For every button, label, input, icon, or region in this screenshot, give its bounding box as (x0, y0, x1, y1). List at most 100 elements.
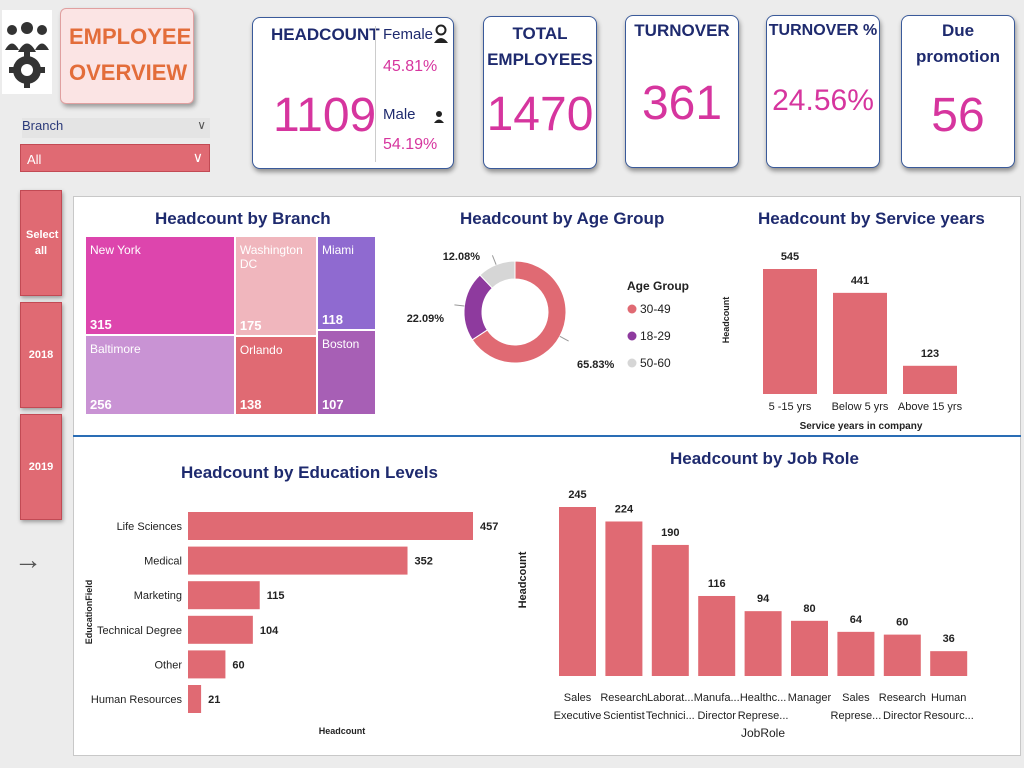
donut-leader-line (491, 255, 497, 265)
legend-label: 30-49 (640, 302, 671, 316)
bar-value-label: 545 (781, 251, 799, 263)
bar (188, 615, 253, 644)
turnover-pct-card: TURNOVER % 24.56% (766, 15, 880, 168)
x-tick-label: Below 5 yrs (832, 401, 889, 413)
bar (188, 685, 202, 713)
treemap-cell-value: 175 (239, 318, 262, 334)
y-axis-label: Headcount (517, 551, 529, 608)
bar (188, 581, 260, 610)
female-icon (433, 24, 449, 49)
year-2018-button[interactable]: 2018 (20, 302, 62, 408)
branch-select[interactable]: All ∨ (20, 144, 210, 172)
x-tick-label: Technici... (646, 710, 695, 722)
title-line-2: OVERVIEW (69, 60, 188, 85)
treemap-cell-label: Miami (321, 243, 354, 257)
x-axis-label: Headcount (319, 726, 366, 736)
x-tick-label: Executive (554, 710, 602, 722)
chevron-down-icon[interactable]: ∨ (197, 118, 206, 132)
divider (375, 26, 376, 162)
x-tick-label: Above 15 yrs (898, 401, 963, 413)
bar-value-label: 352 (415, 556, 433, 568)
treemap-cell-value: 118 (321, 311, 343, 327)
donut-data-label: 12.08% (443, 251, 481, 263)
y-tick-label: Medical (144, 556, 182, 568)
branch-chart-title: Headcount by Branch (155, 209, 331, 228)
treemap-cell[interactable]: New York 315 (85, 236, 235, 335)
select-all-button[interactable]: Select all (20, 190, 62, 296)
turnover-card: TURNOVER 361 (625, 15, 739, 168)
bar-value-label: 457 (480, 521, 498, 533)
treemap-cell-label: New York (90, 243, 141, 257)
bar (188, 546, 408, 575)
y-tick-label: Technical Degree (97, 625, 182, 637)
page-title: EMPLOYEE OVERVIEW (60, 8, 194, 104)
education-chart-title: Headcount by Education Levels (181, 463, 438, 482)
branch-filter-header[interactable]: Branch ∨ (22, 118, 210, 138)
treemap-cell[interactable]: Boston 107 (316, 329, 376, 415)
turnover-value: 361 (641, 77, 723, 130)
bar (903, 365, 957, 394)
bar (763, 269, 817, 394)
treemap-cell[interactable]: Miami 118 (316, 236, 376, 330)
service-chart-title: Headcount by Service years (758, 209, 985, 228)
legend-title: Age Group (627, 279, 689, 293)
y-tick-label: Marketing (134, 590, 182, 602)
bar (188, 650, 226, 679)
bar-value-label: 441 (851, 275, 869, 287)
total-employees-label-2: EMPLOYEES (487, 50, 593, 69)
x-axis-label: JobRole (741, 726, 785, 740)
x-tick-label: Research (600, 692, 647, 704)
treemap-cell-value: 107 (321, 396, 344, 412)
y-tick-label: Human Resources (91, 694, 183, 706)
bar-value-label: 224 (615, 503, 634, 515)
bar-value-label: 245 (568, 489, 586, 501)
bar-value-label: 104 (260, 625, 279, 637)
donut-slice (479, 260, 516, 289)
legend-label: 18-29 (640, 329, 671, 343)
y-tick-label: Other (154, 659, 182, 671)
arrow-right-icon[interactable]: → (14, 544, 42, 575)
x-tick-label: Resourc... (924, 710, 974, 722)
treemap-cell[interactable]: Orlando 138 (234, 336, 317, 415)
legend-marker (627, 358, 637, 368)
bar (698, 595, 736, 676)
x-tick-label: Represe... (738, 710, 789, 722)
total-employees-label-1: TOTAL (512, 24, 568, 43)
headcount-label: HEADCOUNT (271, 25, 380, 44)
bar (883, 634, 921, 676)
bar-value-label: 21 (208, 694, 220, 706)
donut-leader-line (454, 304, 465, 307)
age-chart-title: Headcount by Age Group (460, 209, 665, 228)
due-promotion-label-1: Due (941, 21, 975, 40)
male-label: Male (383, 106, 416, 123)
title-line-1: EMPLOYEE (69, 24, 192, 49)
bar (651, 544, 689, 676)
y-tick-label: Life Sciences (117, 521, 183, 533)
turnover-label: TURNOVER (634, 21, 730, 40)
x-tick-label: Manufa... (694, 692, 740, 704)
legend-label: 50-60 (640, 356, 671, 370)
male-pct: 54.19% (383, 136, 438, 153)
treemap-cell-label: Washington DC (239, 243, 303, 271)
total-employees-value: 1470 (486, 88, 594, 141)
treemap-cell[interactable]: Washington DC 175 (234, 236, 317, 337)
chevron-down-icon[interactable]: ∨ (192, 149, 203, 165)
service-years-chart: 545 5 -15 yrs 441 Below 5 yrs 123 Above 15 yr… (721, 251, 963, 432)
branch-treemap: New York 315 Baltimore 256 Washington DC 175 O… (85, 236, 376, 415)
due-promotion-card: Due promotion 56 (901, 15, 1015, 168)
treemap-cell-label: Baltimore (90, 341, 141, 356)
female-pct: 45.81% (383, 58, 438, 75)
bar (605, 521, 643, 676)
x-tick-label: Laborat... (647, 692, 693, 704)
treemap-cell-value: 138 (239, 396, 262, 412)
x-tick-label: Scientist (603, 710, 645, 722)
treemap-cell[interactable]: Baltimore 256 (85, 334, 235, 415)
x-tick-label: Manager (788, 692, 832, 704)
treemap-cell-value: 256 (90, 396, 112, 412)
bar (930, 651, 968, 676)
select-all-label: Select all (26, 229, 59, 257)
age-donut-chart: 65.83% 22.09% 12.08% Age Group 30-49 18-29 50-… (407, 251, 689, 371)
year-2019-button[interactable]: 2019 (20, 414, 62, 520)
bar-value-label: 36 (943, 633, 955, 645)
bar (837, 631, 875, 676)
